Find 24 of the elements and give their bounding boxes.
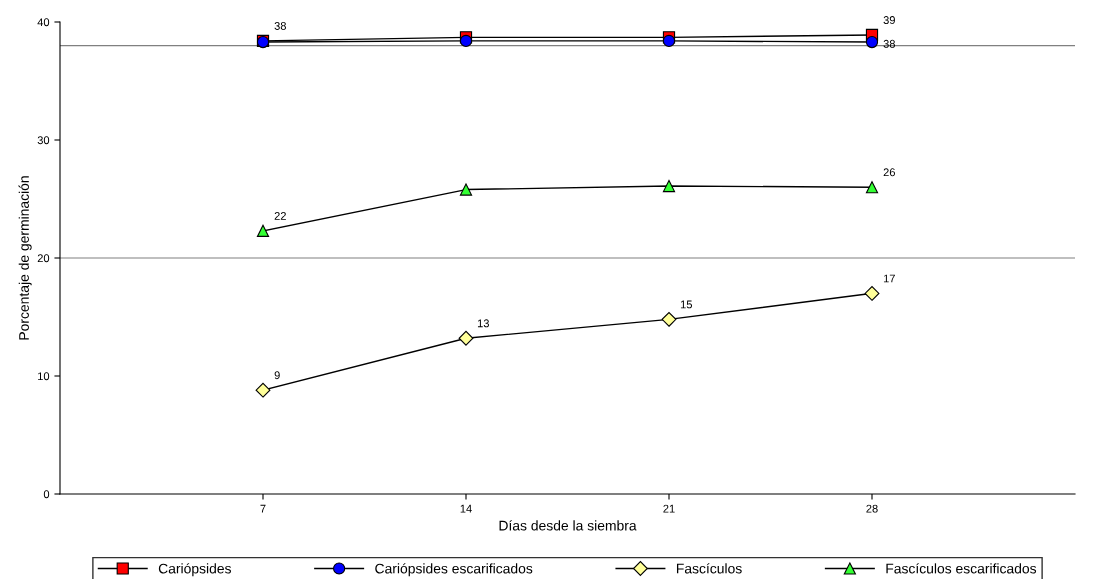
data-label: 22: [274, 211, 286, 220]
x-tick-label: 28: [866, 504, 878, 513]
legend-label: Cariópsides: [158, 563, 231, 577]
data-label: 17: [883, 274, 895, 283]
y-tick-label: 20: [37, 254, 50, 263]
x-tick-label: 21: [663, 504, 675, 513]
data-label: 38: [274, 22, 286, 30]
data-label: 38: [883, 39, 895, 48]
y-axis-title: Porcentaje de germinación: [18, 176, 32, 340]
y-tick-label: 10: [38, 372, 50, 381]
x-tick-label: 14: [460, 504, 472, 513]
legend-label: Fascículos: [676, 563, 742, 574]
y-tick-label: 0: [43, 490, 50, 499]
y-tick-label: 40: [37, 18, 50, 27]
data-label: 26: [883, 168, 895, 177]
x-axis-title: Días desde la siembra: [499, 520, 637, 531]
data-label: 39: [883, 16, 895, 24]
data-label: 9: [274, 371, 280, 380]
data-label: 13: [477, 319, 489, 328]
data-label: 15: [680, 300, 692, 309]
x-tick-label: 7: [260, 504, 266, 513]
legend-label: Fascículos escarificados: [886, 563, 1037, 574]
y-tick-label: 30: [37, 136, 50, 145]
legend-label: Cariópsides escarificados: [375, 563, 533, 577]
